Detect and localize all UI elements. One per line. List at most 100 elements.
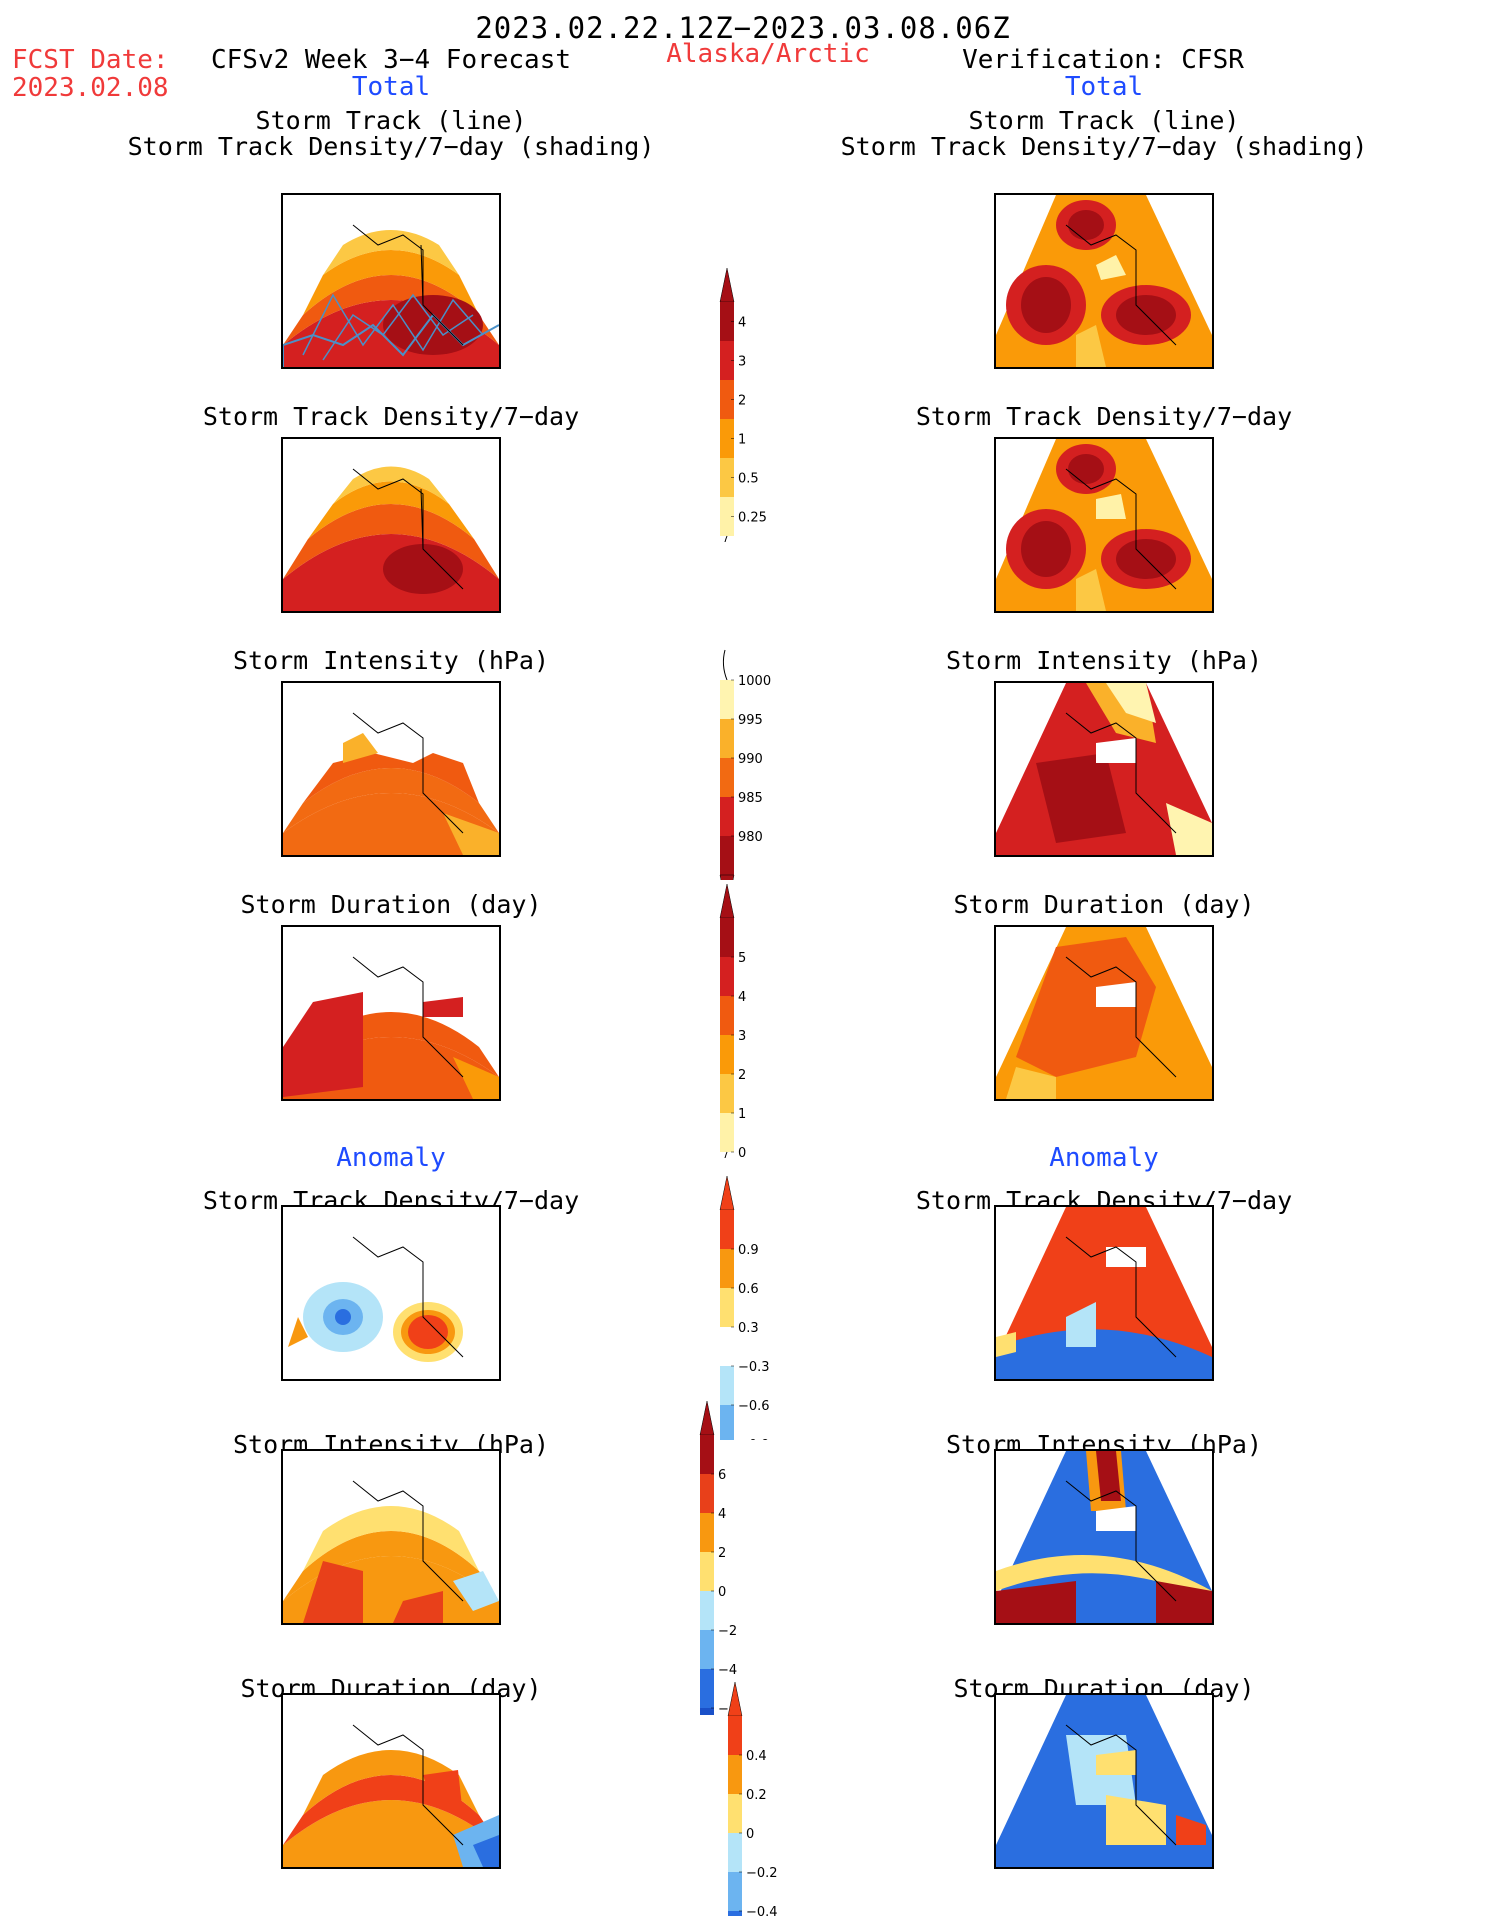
- intensity_anom-swatch-2: [700, 1513, 714, 1552]
- intensity_anom-label-5: −4: [718, 1663, 737, 1678]
- panel-title-left-row3: Storm Intensity (hPa): [232, 646, 550, 675]
- duration_anom-label-0: 0.4: [746, 1749, 767, 1764]
- intensity_anom-swatch-3: [700, 1552, 714, 1591]
- duration_total-swatch-0: [720, 918, 734, 957]
- panel-title-left-row4: Storm Duration (day): [240, 890, 542, 919]
- density_anom-swatch-5: [720, 1405, 734, 1440]
- left-anomaly-label: Anomaly: [336, 1143, 446, 1173]
- map-left-row5: [281, 1205, 501, 1381]
- intensity_total-label-4: 980: [738, 830, 763, 845]
- panel-title-right-row4: Storm Duration (day): [953, 890, 1255, 919]
- duration_anom-label-2: 0: [746, 1827, 754, 1842]
- duration_total-label-1: 4: [738, 990, 746, 1005]
- map-right-row4: [994, 925, 1214, 1101]
- colorbar-duration-total: 5 4 3 2 1 0: [719, 883, 746, 1158]
- density_anom-label-1: 0.6: [738, 1282, 759, 1297]
- density_anom-label-0: 0.9: [738, 1243, 759, 1258]
- duration_total-swatch-5: [720, 1113, 734, 1152]
- duration_total-tail-bottom: [724, 1151, 728, 1158]
- map-right-row2: [994, 437, 1214, 613]
- duration_anom-swatch-2: [728, 1794, 742, 1833]
- map-right-row6: [994, 1449, 1214, 1625]
- density_total-label-3: 1: [738, 433, 746, 448]
- intensity_total-arrow-bottom: [719, 874, 735, 880]
- map-right-row3: [994, 681, 1214, 857]
- density_total-swatch-4: [720, 458, 734, 497]
- intensity_anom-label-2: 2: [718, 1546, 726, 1561]
- map-left-row3: [281, 681, 501, 857]
- intensity_total-label-2: 990: [738, 752, 763, 767]
- duration_anom-swatch-3: [728, 1833, 742, 1872]
- density_total-label-5: 0.25: [738, 511, 767, 526]
- duration_anom-arrow-top: [727, 1681, 743, 1717]
- model-title: CFSv2 Week 3−4 Forecast: [210, 45, 572, 75]
- intensity_anom-swatch-4: [700, 1591, 714, 1630]
- map-left-row7: [281, 1693, 501, 1869]
- density_anom-arrow-top: [719, 1175, 735, 1211]
- colorbar-duration-anom: 0.4 0.2 0 −0.2 −0.4: [727, 1681, 778, 1916]
- panel-title-left-row1-line2: Storm Track Density/7−day (shading): [127, 132, 655, 161]
- intensity_anom-swatch-5: [700, 1630, 714, 1669]
- intensity_anom-swatch-0: [700, 1435, 714, 1474]
- right-total-label: Total: [1064, 72, 1144, 102]
- density_anom-label-2: 0.3: [738, 1321, 759, 1336]
- map-left-row4: [281, 925, 501, 1101]
- duration_anom-label-3: −0.2: [746, 1866, 778, 1881]
- density_total-swatch-3: [720, 419, 734, 458]
- intensity_total-swatch-2: [720, 758, 734, 797]
- duration_anom-swatch-0: [728, 1716, 742, 1755]
- density_anom-label-5: −0.9: [738, 1438, 770, 1440]
- fcst-date-value: 2023.02.08: [12, 73, 169, 103]
- intensity_total-swatch-1: [720, 719, 734, 758]
- duration_total-label-0: 5: [738, 951, 746, 966]
- valid-period-title: 2023.02.22.12Z−2023.03.08.06Z: [475, 11, 1011, 45]
- duration_total-label-3: 2: [738, 1068, 746, 1083]
- intensity_total-label-3: 985: [738, 791, 763, 806]
- map-left-row2: [281, 437, 501, 613]
- duration_total-swatch-4: [720, 1074, 734, 1113]
- panel-title-left-row2: Storm Track Density/7−day: [202, 402, 580, 431]
- right-anomaly-label: Anomaly: [1049, 1143, 1159, 1173]
- duration_anom-swatch-1: [728, 1755, 742, 1794]
- duration_total-label-4: 1: [738, 1107, 746, 1122]
- colorbar-density-total: 4 3 2 1 0.5 0.25: [719, 267, 767, 542]
- density_total-swatch-0: [720, 302, 734, 341]
- intensity_total-tail-top: [722, 649, 728, 681]
- density_anom-swatch-3: [720, 1327, 734, 1366]
- region-title: Alaska/Arctic: [666, 39, 870, 69]
- intensity_anom-label-4: −2: [718, 1624, 737, 1639]
- left-total-label: Total: [351, 72, 431, 102]
- density_total-swatch-1: [720, 341, 734, 380]
- density_anom-swatch-1: [720, 1249, 734, 1288]
- density_anom-label-3: −0.3: [738, 1360, 770, 1375]
- intensity_total-swatch-3: [720, 797, 734, 836]
- panel-title-left-row1-line1: Storm Track (line): [255, 106, 527, 135]
- panel-title-right-row2: Storm Track Density/7−day: [915, 402, 1293, 431]
- duration_total-swatch-1: [720, 957, 734, 996]
- panel-title-right-row1-line2: Storm Track Density/7−day (shading): [840, 132, 1368, 161]
- intensity_anom-swatch-6: [700, 1669, 714, 1708]
- intensity_total-label-0: 1000: [738, 674, 771, 689]
- duration_total-swatch-3: [720, 1035, 734, 1074]
- verification-title: Verification: CFSR: [962, 45, 1244, 75]
- intensity_anom-label-3: 0: [718, 1585, 726, 1600]
- intensity_total-swatch-4: [720, 836, 734, 875]
- density_total-label-2: 2: [738, 394, 746, 409]
- duration_anom-label-4: −0.4: [746, 1905, 778, 1916]
- density_total-label-4: 0.5: [738, 472, 759, 487]
- fcst-date-label: FCST Date:: [12, 45, 169, 75]
- density_total-label-1: 3: [738, 355, 746, 370]
- panel-title-right-row1-line1: Storm Track (line): [968, 106, 1240, 135]
- map-left-row6: [281, 1449, 501, 1625]
- density_total-swatch-2: [720, 380, 734, 419]
- intensity_anom-swatch-7: [700, 1708, 714, 1715]
- map-right-row5: [994, 1205, 1214, 1381]
- intensity_total-label-1: 995: [738, 713, 763, 728]
- density_anom-swatch-0: [720, 1210, 734, 1249]
- duration_total-swatch-2: [720, 996, 734, 1035]
- density_anom-label-4: −0.6: [738, 1399, 770, 1414]
- map-right-row1: [994, 193, 1214, 369]
- duration_total-label-5: 0: [738, 1146, 746, 1158]
- intensity_total-swatch-0: [720, 680, 734, 719]
- duration_anom-swatch-4: [728, 1872, 742, 1911]
